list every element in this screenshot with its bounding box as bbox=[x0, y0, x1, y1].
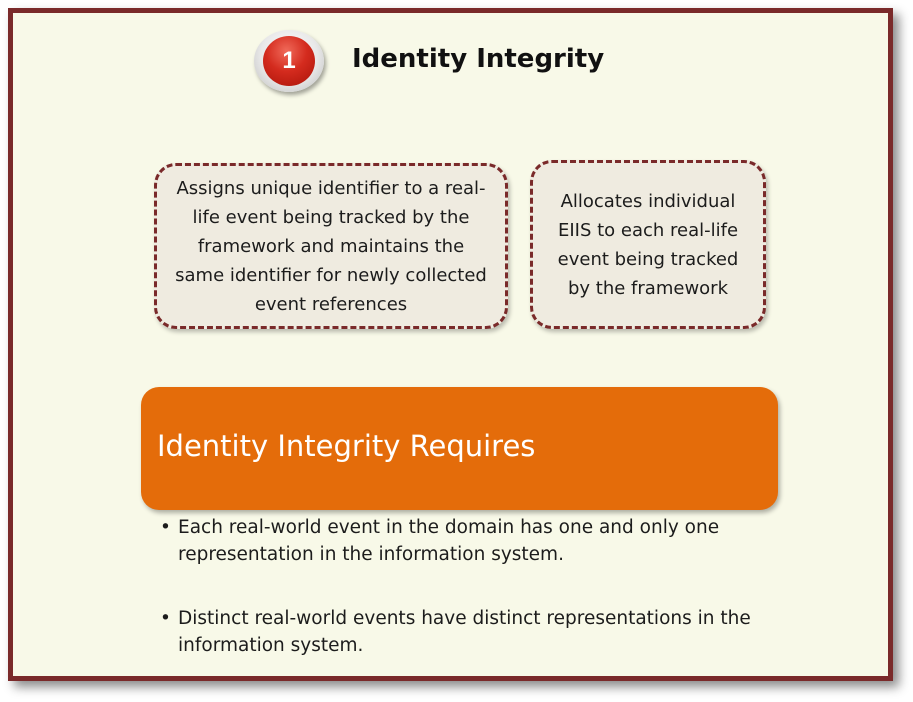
list-item-text: Each real-world event in the domain has … bbox=[178, 517, 720, 565]
number-badge: 1 bbox=[254, 30, 324, 92]
bullet-icon: • bbox=[160, 608, 171, 629]
description-box-identifier: Assigns unique identifier to a real-life… bbox=[154, 163, 508, 329]
description-box-eiis: Allocates individual EIIS to each real-l… bbox=[530, 160, 766, 329]
list-item: • Each real-world event in the domain ha… bbox=[158, 514, 778, 568]
slide-frame bbox=[8, 8, 893, 681]
requirements-banner: Identity Integrity Requires bbox=[141, 387, 778, 510]
requirements-list: • Each real-world event in the domain ha… bbox=[158, 514, 778, 659]
bullet-icon: • bbox=[160, 517, 171, 538]
badge-number: 1 bbox=[263, 36, 315, 86]
description-box-identifier-text: Assigns unique identifier to a real-life… bbox=[175, 177, 487, 315]
page-title: Identity Integrity bbox=[352, 44, 605, 74]
list-item: • Distinct real-world events have distin… bbox=[158, 605, 778, 659]
list-item-text: Distinct real-world events have distinct… bbox=[178, 608, 751, 656]
banner-heading: Identity Integrity Requires bbox=[157, 429, 536, 463]
description-box-eiis-text: Allocates individual EIIS to each real-l… bbox=[557, 190, 739, 299]
